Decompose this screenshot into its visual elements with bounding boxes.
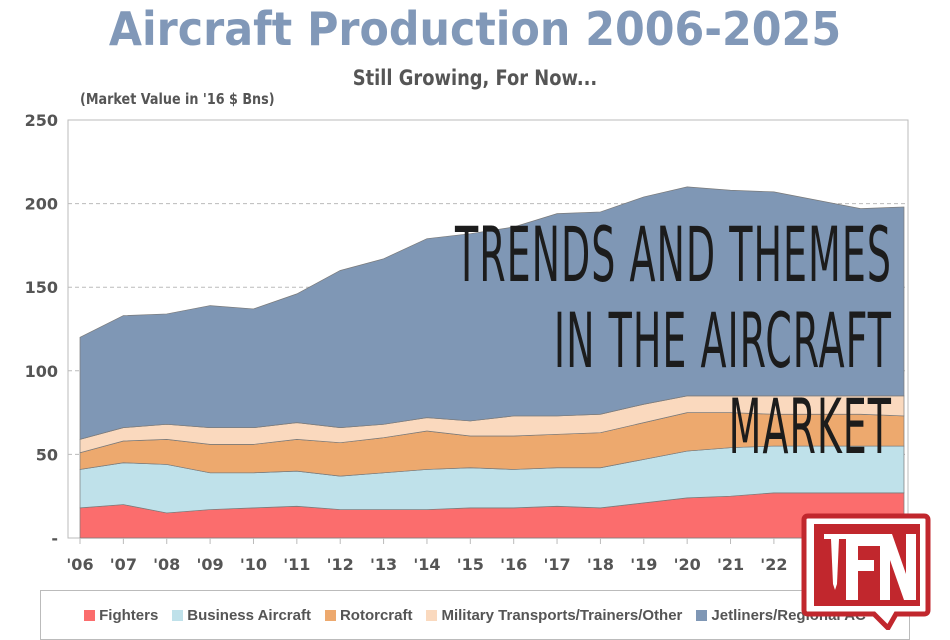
x-tick-label: '20 bbox=[674, 555, 701, 574]
x-tick-label: '14 bbox=[413, 555, 440, 574]
y-tick-label: - bbox=[51, 529, 58, 548]
legend-label: Rotorcraft bbox=[339, 606, 413, 624]
x-tick-label: '12 bbox=[327, 555, 354, 574]
overlay-line: MARKET bbox=[728, 382, 892, 471]
legend-swatch bbox=[324, 609, 336, 621]
legend-label: Business Aircraft bbox=[187, 606, 311, 624]
x-tick-label: '13 bbox=[370, 555, 397, 574]
legend-label: Military Transports/Trainers/Other bbox=[441, 606, 683, 624]
x-tick-label: '16 bbox=[500, 555, 527, 574]
x-tick-label: '07 bbox=[110, 555, 137, 574]
overlay-headline: TRENDS AND THEMES IN THE AIRCRAFT MARKET bbox=[455, 212, 892, 470]
y-tick-label: 250 bbox=[25, 111, 58, 130]
y-axis-label: (Market Value in '16 $ Bns) bbox=[80, 90, 275, 108]
legend-item: Business Aircraft bbox=[172, 607, 311, 624]
x-tick-label: '06 bbox=[66, 555, 93, 574]
x-tick-label: '18 bbox=[587, 555, 614, 574]
legend-swatch bbox=[84, 609, 96, 621]
y-tick-label: 200 bbox=[25, 195, 58, 214]
overlay-line: IN THE AIRCRAFT bbox=[553, 296, 892, 385]
x-tick-label: '08 bbox=[153, 555, 180, 574]
legend: Fighters Business Aircraft Rotorcraft Milit… bbox=[40, 590, 910, 640]
y-tick-label: 150 bbox=[25, 278, 58, 297]
legend-item: Fighters bbox=[84, 607, 158, 624]
legend-swatch bbox=[172, 609, 184, 621]
y-tick-label: 50 bbox=[36, 445, 58, 464]
chart-subtitle: Still Growing, For Now... bbox=[352, 66, 598, 90]
x-tick-label: '15 bbox=[457, 555, 484, 574]
tfn-logo bbox=[801, 513, 931, 630]
legend-swatch bbox=[696, 609, 708, 621]
x-tick-label: '22 bbox=[760, 555, 787, 574]
x-tick-label: '10 bbox=[240, 555, 267, 574]
legend-item: Military Transports/Trainers/Other bbox=[426, 607, 682, 624]
x-tick-label: '19 bbox=[630, 555, 657, 574]
overlay-line: TRENDS AND THEMES bbox=[455, 210, 892, 299]
legend-item: Rotorcraft bbox=[324, 606, 413, 624]
legend-swatch bbox=[426, 609, 438, 621]
x-tick-label: '17 bbox=[543, 555, 570, 574]
chart-title: Aircraft Production 2006-2025 bbox=[108, 2, 842, 56]
y-tick-label: 100 bbox=[25, 362, 58, 381]
x-tick-label: '11 bbox=[283, 555, 310, 574]
x-tick-label: '21 bbox=[717, 555, 744, 574]
area-series-jetliners-regional-ac bbox=[79, 186, 905, 440]
x-tick-label: '09 bbox=[197, 555, 224, 574]
legend-label: Fighters bbox=[99, 606, 159, 624]
